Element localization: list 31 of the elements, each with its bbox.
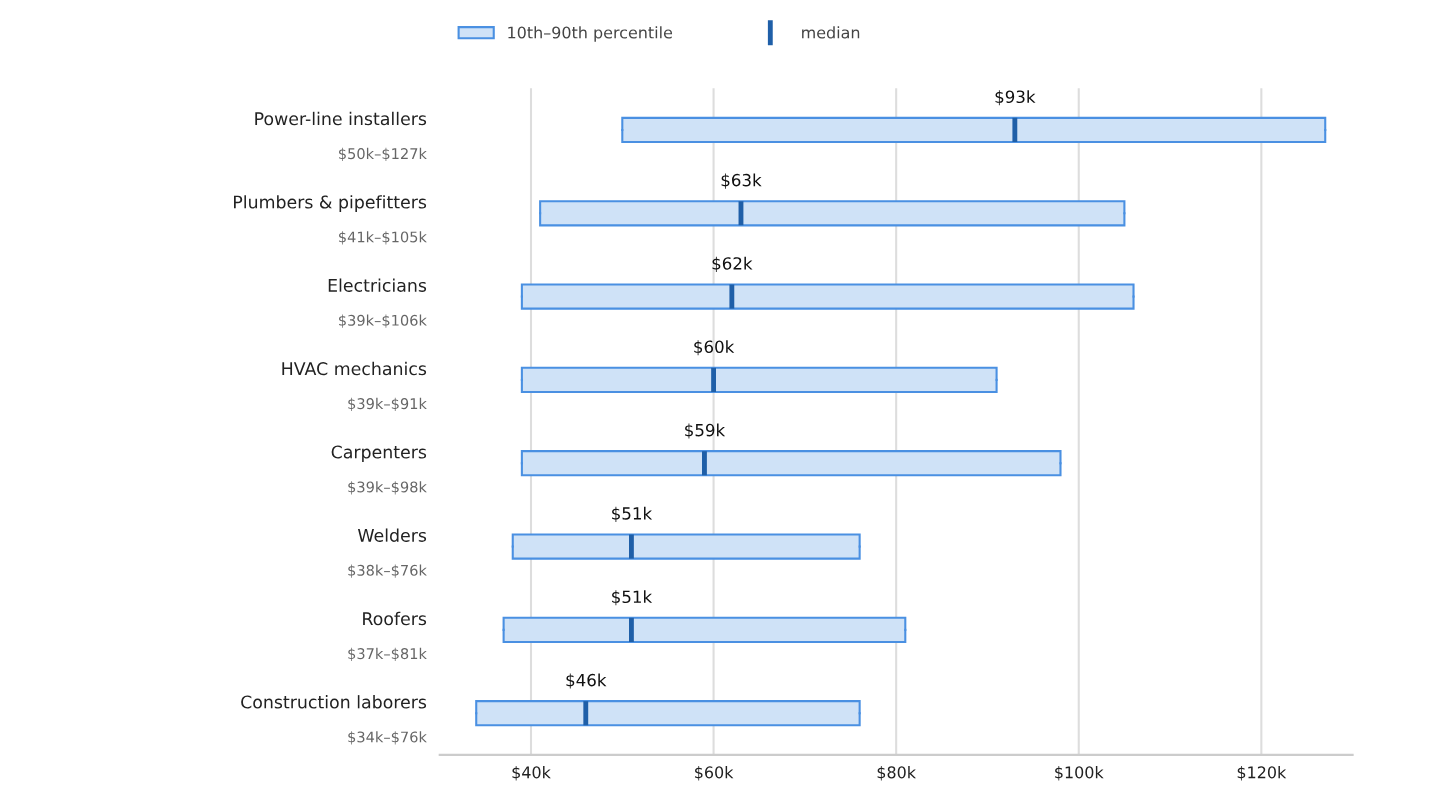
annotation: $93k <box>995 90 1036 106</box>
annotation: $59k <box>685 423 726 439</box>
text: median <box>802 26 860 39</box>
y-tick-label: Welders <box>357 528 427 542</box>
legend-label: 10th–90th percentile <box>508 26 673 42</box>
x-tick-label: $60k <box>695 766 734 781</box>
y-tick-label: Roofers <box>363 611 427 626</box>
x-tick-label: $80k <box>877 766 916 781</box>
y-tick-label: Construction laborers <box>241 695 427 709</box>
annotation: $51k <box>612 506 653 522</box>
annotation: $63k <box>721 173 762 189</box>
y-tick-label: Carpenters <box>331 445 427 462</box>
text: $41k–$105k <box>339 231 427 245</box>
annotation: $51k <box>612 590 653 606</box>
x-tick-label: $100k <box>1055 766 1104 781</box>
annotation: $60k <box>694 340 735 356</box>
y-tick-label: HVAC mechanics <box>282 361 427 376</box>
text: $39k–$98k <box>348 481 427 495</box>
x-tick-label: $120k <box>1237 766 1287 781</box>
text: $50k–$127k <box>339 147 427 162</box>
text: $37k–$81k <box>348 647 427 662</box>
text: $39k–$106k <box>339 314 427 328</box>
text: $38k–$76k <box>348 564 427 578</box>
annotation: $46k <box>566 673 607 689</box>
y-tick-label: Power-line installers <box>255 111 427 126</box>
y-tick-label: Electricians <box>328 278 427 292</box>
annotation: $62k <box>712 256 753 272</box>
y-tick-label: Plumbers & pipefitters <box>234 195 427 212</box>
x-tick-label: $40k <box>512 766 551 781</box>
text: $39k–$91k <box>348 397 427 412</box>
text: $34k–$76k <box>348 731 427 745</box>
